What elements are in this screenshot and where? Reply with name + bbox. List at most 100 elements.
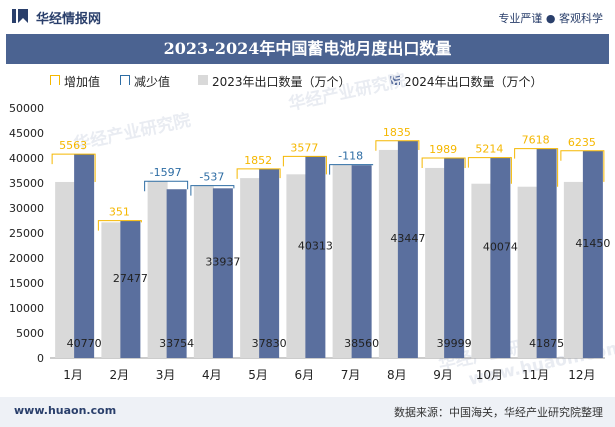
x-tick-label: 3月 (156, 368, 176, 382)
increase-bracket (97, 220, 142, 231)
change-label: 5214 (475, 143, 503, 156)
increase-bracket (282, 155, 327, 175)
bar-2024 (259, 168, 280, 358)
x-tick-label: 11月 (522, 368, 549, 382)
x-tick-label: 5月 (248, 368, 268, 382)
value-label-2024: 40770 (67, 337, 102, 350)
legend-swatch-2023 (198, 75, 208, 85)
decrease-bracket (190, 185, 235, 196)
legend-swatch-decrease (120, 75, 130, 85)
bar-2024 (536, 148, 557, 358)
bar-2023 (471, 183, 492, 358)
bar-2024 (212, 188, 233, 358)
x-tick-label: 12月 (568, 368, 595, 382)
bar-2023 (55, 181, 76, 358)
increase-bracket (236, 168, 281, 179)
bar-2023 (378, 149, 399, 358)
bars-layer (51, 140, 605, 358)
change-label: 7618 (522, 134, 550, 147)
y-tick-label: 25000 (9, 227, 44, 240)
value-label-2024: 37830 (252, 337, 287, 350)
x-tick-label: 4月 (202, 368, 222, 382)
chart-title: 2023-2024年中国蓄电池月度出口数量 (163, 39, 452, 58)
value-label-2024: 41450 (575, 237, 610, 250)
x-tick-label: 9月 (433, 368, 453, 382)
y-tick-label: 30000 (9, 202, 44, 215)
legend-swatch-2024 (390, 75, 400, 85)
legend-label-decrease: 减少值 (134, 75, 171, 89)
y-tick-label: 50000 (9, 102, 44, 115)
change-label: -1597 (150, 166, 182, 179)
change-label: 1989 (429, 143, 457, 156)
bar-2024 (351, 165, 372, 358)
y-tick-label: 0 (37, 352, 44, 365)
increase-bracket (421, 157, 466, 169)
decrease-bracket (144, 180, 189, 192)
value-label-2024: 40074 (483, 240, 518, 253)
footer: www.huaon.com 数据来源：中国海关，华经产业研究院整理 (0, 397, 615, 427)
bar-2023 (193, 185, 214, 358)
watermark-text: 华经产业研究院 (287, 70, 408, 115)
change-label: -537 (199, 171, 224, 184)
value-label-2024: 33754 (159, 337, 194, 350)
y-tick-label: 40000 (9, 152, 44, 165)
change-label: 5563 (59, 139, 87, 152)
x-tick-label: 7月 (341, 368, 361, 382)
top-bar: 华经情报网 专业严谨 ● 客观科学 (0, 0, 615, 34)
value-label-2024: 33937 (205, 256, 240, 269)
increase-bracket (560, 150, 605, 182)
y-tick-label: 10000 (9, 302, 44, 315)
value-label-2024: 27477 (113, 272, 148, 285)
increase-bracket (51, 153, 96, 182)
bar-2024 (444, 158, 465, 358)
bar-2023 (147, 181, 168, 358)
value-label-2024: 39999 (437, 337, 472, 350)
increase-bracket (375, 140, 420, 151)
bar-2024 (74, 154, 95, 358)
bar-2023 (332, 164, 353, 358)
bar-2023 (101, 222, 122, 358)
y-tick-label: 35000 (9, 177, 44, 190)
logo-icon (12, 9, 28, 23)
legend-swatch-increase (50, 75, 60, 85)
bar-2023 (425, 167, 446, 358)
bar-2024 (305, 156, 326, 358)
increase-bracket (514, 148, 559, 187)
legend-label-2024: 2024年出口数量（万个） (404, 75, 543, 89)
x-tick-label: 1月 (63, 368, 83, 382)
tagline: 专业严谨 ● 客观科学 (498, 12, 603, 25)
footer-website: www.huaon.com (14, 404, 117, 417)
change-label: -118 (338, 150, 363, 163)
footer-source: 数据来源：中国海关，华经产业研究院整理 (394, 406, 603, 419)
title-bar: 2023-2024年中国蓄电池月度出口数量 (6, 34, 609, 64)
value-label-2024: 38560 (344, 337, 379, 350)
legend-label-increase: 增加值 (64, 75, 101, 89)
y-tick-label: 5000 (16, 327, 44, 340)
increase-bracket (467, 157, 512, 184)
bar-2023 (240, 178, 261, 358)
labels-layer: 5563 40770 1月 351 27477 2月 -1597 33754 3月 -537 339… (59, 126, 610, 382)
x-tick-label: 6月 (295, 368, 315, 382)
y-tick-label: 15000 (9, 277, 44, 290)
value-label-2024: 41875 (529, 337, 564, 350)
change-label: 351 (109, 206, 130, 219)
x-tick-label: 8月 (387, 368, 407, 382)
x-tick-label: 10月 (476, 368, 503, 382)
change-label: 1835 (383, 126, 411, 139)
bar-2023 (286, 174, 307, 358)
bar-2024 (490, 157, 511, 358)
change-label: 6235 (568, 136, 596, 149)
y-tick-label: 20000 (9, 252, 44, 265)
bar-2023 (517, 186, 538, 358)
x-tick-label: 2月 (110, 368, 130, 382)
legend-label-2023: 2023年出口数量（万个） (212, 75, 351, 89)
value-label-2024: 43447 (390, 232, 425, 245)
bar-2024 (397, 140, 418, 358)
change-label: 3577 (290, 141, 318, 154)
bar-2023 (563, 181, 584, 358)
decrease-bracket (329, 164, 374, 175)
bar-2024 (120, 220, 141, 358)
value-label-2024: 40313 (298, 240, 333, 253)
bar-2024 (582, 150, 603, 358)
